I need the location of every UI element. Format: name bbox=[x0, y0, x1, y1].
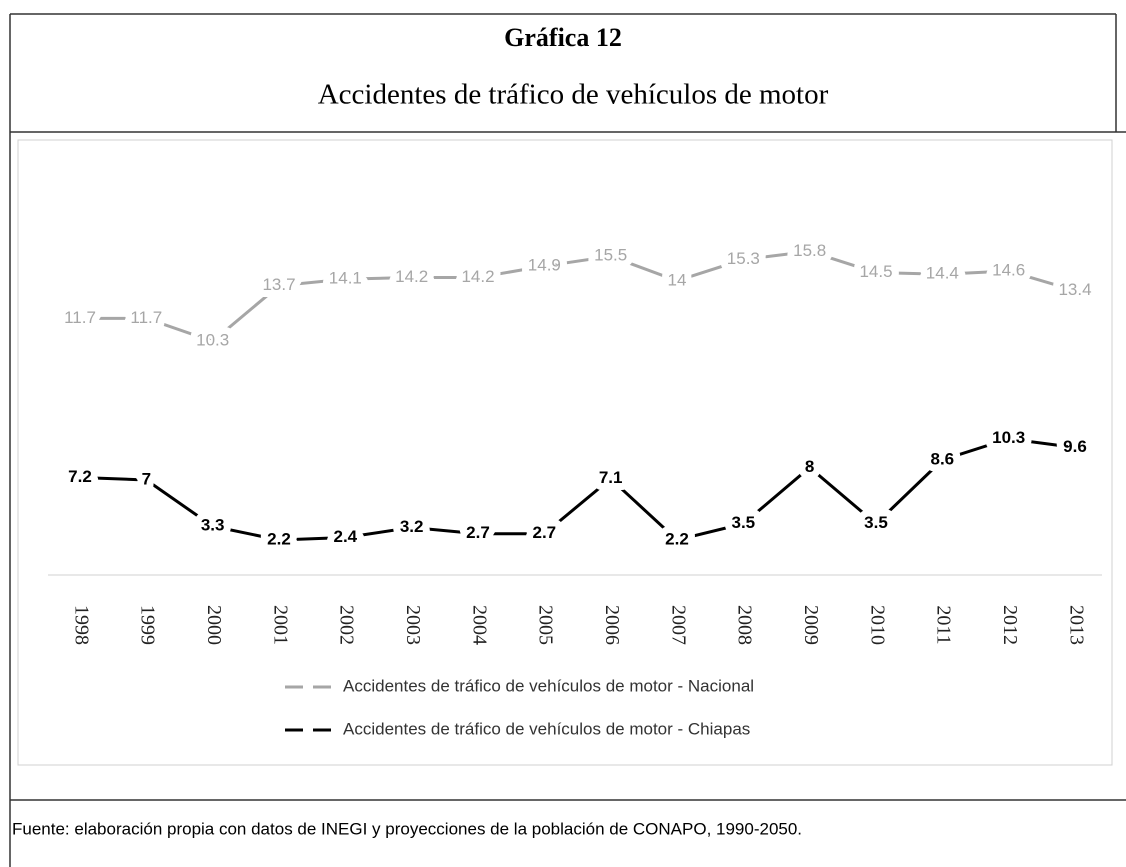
data-label: 7.2 bbox=[68, 467, 92, 486]
data-label: 3.5 bbox=[864, 513, 888, 532]
data-label: 13.7 bbox=[262, 275, 295, 294]
data-label: 15.8 bbox=[793, 241, 826, 260]
data-label: 11.7 bbox=[130, 308, 162, 327]
data-label: 10.3 bbox=[196, 331, 229, 350]
legend-label: Accidentes de tráfico de vehículos de mo… bbox=[343, 676, 754, 695]
plot-frame bbox=[17, 139, 1113, 766]
data-label: 3.5 bbox=[732, 513, 756, 532]
data-label: 3.2 bbox=[400, 517, 424, 536]
data-label: 2.2 bbox=[267, 529, 291, 548]
series-line bbox=[80, 249, 1076, 343]
x-tick-label: 2012 bbox=[999, 605, 1021, 645]
data-label: 2.2 bbox=[665, 529, 689, 548]
data-label: 14.2 bbox=[395, 267, 428, 286]
data-label: 9.6 bbox=[1063, 437, 1087, 456]
chart-title: Gráfica 12 bbox=[504, 23, 622, 52]
data-label: 14.5 bbox=[859, 262, 892, 281]
x-tick-label: 2010 bbox=[866, 605, 888, 645]
x-tick-label: 2001 bbox=[269, 605, 291, 645]
chart-subtitle: Accidentes de tráfico de vehículos de mo… bbox=[318, 79, 829, 111]
x-tick-label: 1999 bbox=[137, 605, 159, 645]
data-label: 14.1 bbox=[329, 269, 362, 288]
x-tick-label: 1998 bbox=[70, 605, 92, 645]
data-label: 2.7 bbox=[533, 523, 557, 542]
legend-label: Accidentes de tráfico de vehículos de mo… bbox=[343, 719, 750, 738]
data-label: 11.7 bbox=[64, 308, 96, 327]
data-label: 14.4 bbox=[926, 264, 959, 283]
data-label: 15.3 bbox=[727, 249, 760, 268]
data-label: 14 bbox=[668, 270, 687, 289]
x-tick-label: 2006 bbox=[601, 605, 623, 645]
x-tick-label: 2003 bbox=[402, 605, 424, 645]
x-tick-label: 2009 bbox=[800, 605, 822, 645]
data-label: 8 bbox=[805, 457, 814, 476]
x-tick-label: 2007 bbox=[667, 605, 689, 645]
data-label: 2.4 bbox=[334, 527, 358, 546]
x-tick-label: 2004 bbox=[468, 605, 490, 645]
data-label: 15.5 bbox=[594, 246, 627, 265]
x-tick-label: 2002 bbox=[336, 605, 358, 645]
x-tick-label: 2008 bbox=[734, 605, 756, 645]
data-label: 10.3 bbox=[992, 428, 1025, 447]
data-label: 8.6 bbox=[931, 449, 955, 468]
data-label: 2.7 bbox=[466, 523, 490, 542]
data-label: 7 bbox=[142, 469, 151, 488]
data-label: 14.2 bbox=[461, 267, 494, 286]
data-label: 14.6 bbox=[992, 260, 1025, 279]
data-label: 13.4 bbox=[1058, 280, 1091, 299]
data-label: 7.1 bbox=[599, 468, 623, 487]
data-label: 3.3 bbox=[201, 516, 225, 535]
x-tick-label: 2000 bbox=[203, 605, 225, 645]
x-tick-label: 2011 bbox=[933, 605, 955, 644]
x-tick-label: 2013 bbox=[1065, 605, 1087, 645]
x-tick-label: 2005 bbox=[535, 605, 557, 645]
source-note: Fuente: elaboración propia con datos de … bbox=[12, 819, 802, 838]
data-label: 14.9 bbox=[528, 256, 561, 275]
series-line bbox=[79, 437, 1076, 542]
